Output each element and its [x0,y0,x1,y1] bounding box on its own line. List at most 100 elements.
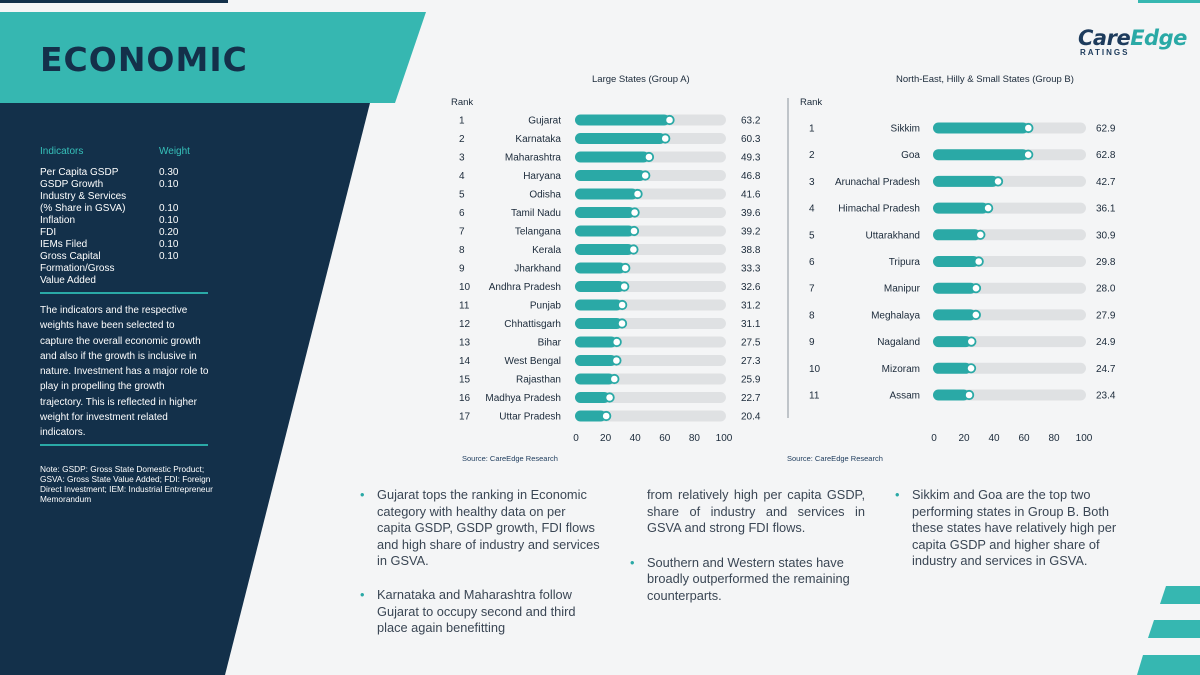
chart-a-rank-label: 10 [459,282,471,293]
chart-a-category-label: Madhya Pradesh [485,393,561,404]
chart-b-rank-label: 1 [809,124,815,135]
chart-a-value-label: 25.9 [741,375,761,386]
chart-a-bar-marker [629,207,640,218]
indicator-weight: 0.10 [159,251,179,262]
chart-a-tick-label: 20 [600,433,612,444]
chart-a-bar [575,114,670,126]
chart-b-category-label: Mizoram [882,364,920,375]
chart-b-bar-marker [966,336,977,347]
chart-b-bar [933,336,972,348]
chart-b-rank-label: 9 [809,337,815,348]
bullet-text: Gujarat tops the ranking in Economic cat… [377,487,600,569]
chart-b-rank-label: 11 [809,391,820,402]
indicator-row: Formation/Gross [40,263,210,275]
chart-b-category-label: Meghalaya [871,310,920,321]
chart-b-bar-marker [983,203,994,214]
indicator-weight: 0.10 [159,179,179,190]
chart-b-category-label: Manipur [884,284,921,295]
careedge-logo: CareEdge RATINGS [1078,26,1188,57]
indicator-name: IEMs Filed [40,239,88,250]
chart-a-tick-label: 60 [659,433,671,444]
indicators-table: Indicators Weight Per Capita GSDP 0.30 GS… [40,146,210,287]
chart-b-category-label: Uttarakhand [866,230,920,241]
chart-b-bar [933,149,1029,161]
chart-b-rank-label: 4 [809,204,815,215]
indicator-weight: 0.30 [159,167,179,178]
divider [40,444,208,446]
chart-b-category-label: Sikkim [891,124,920,135]
indicators-header-weight: Weight [159,146,190,157]
chart-a-rank-label: 1 [459,116,465,127]
chart-a-value-label: 39.2 [741,227,761,238]
chart-b-category-label: Nagaland [877,337,920,348]
chart-b-bar [933,389,970,401]
chart-b-tick-label: 60 [1018,433,1030,444]
chart-a-bar [575,244,634,255]
chart-a-category-label: Haryana [523,171,561,182]
indicator-name: Gross Capital [40,251,101,262]
chart-b-bar [933,175,999,187]
chart-a-bar [575,207,635,218]
chart-a-value-label: 32.6 [741,282,761,293]
chart-a-bar-marker [611,355,622,366]
indicator-name: GSDP Growth [40,179,104,190]
chart-a-bar-marker [660,133,671,144]
chart-b-value-label: 24.9 [1096,337,1116,348]
chart-b-bar [933,202,989,214]
chart-a-bar [575,262,626,274]
indicator-weight: 0.10 [159,215,179,226]
indicator-row: (% Share in GSVA) 0.10 [40,203,210,215]
chart-a-rank-label: 3 [459,153,465,164]
indicator-row: GSDP Growth 0.10 [40,179,210,191]
chart-a-value-label: 27.3 [741,356,761,367]
bullet-text: Karnataka and Maharashtra follow Gujarat… [377,586,576,636]
chart-b-value-label: 28.0 [1096,284,1116,295]
chart-b-category-label: Tripura [889,257,921,268]
indicator-weight: 0.10 [159,203,179,214]
chart-b-bar [933,256,979,267]
chart-b-bar [933,122,1029,134]
chart-b-bar [933,362,972,374]
chart-a-value-label: 20.4 [741,412,761,423]
divider [40,292,208,294]
chart-a-rank-label: 12 [459,319,471,330]
chart-a-bar-marker [601,410,612,422]
logo-text-care: Care [1078,26,1131,50]
chart-a-rank-label: 8 [459,245,465,256]
chart-a-tick-label: 80 [689,433,701,444]
bullet-dot-icon: • [360,487,365,502]
chart-a-rank-label: 9 [459,264,465,275]
chart-a-bar-marker [664,114,675,126]
chart-b-tick-label: 40 [988,433,1000,444]
chart-a-source: Source: CareEdge Research [462,454,558,463]
chart-b-bar-marker [975,229,986,240]
chart-a-bar-marker [609,373,620,385]
chart-b-bar [933,309,976,321]
chart-a-category-label: Bihar [538,338,562,349]
chart-b-bar-marker [992,176,1004,187]
logo-text-edge: Edge [1130,26,1187,50]
chart-b-value-label: 29.8 [1096,257,1116,268]
chart-b-bar-marker [970,283,982,294]
bullet-item: • Southern and Western states have broadl… [630,555,865,605]
chart-a-value-label: 39.6 [741,208,761,219]
bullet-column-3: • Sikkim and Goa are the top two performi… [895,487,1130,570]
chart-a-value-label: 41.6 [741,190,761,201]
chart-a-bar [575,188,638,200]
chart-b-bar-marker [1023,122,1034,134]
chart-a-bar [575,410,607,422]
chart-a-value-label: 31.1 [741,319,761,330]
chart-a-bar-marker [620,262,631,274]
chart-a-bar-marker [632,188,643,200]
chart-a-bar [575,355,617,366]
chart-a-rank-label: 11 [459,301,470,312]
chart-b-value-label: 24.7 [1096,364,1116,375]
chart-a-tick-label: 40 [630,433,642,444]
chart-a-category-label: Tamil Nadu [511,208,561,219]
indicators-header-name: Indicators [40,146,84,157]
chart-b-value-label: 27.9 [1096,310,1116,321]
chart-b-bar-marker [1023,149,1034,160]
chart-a-bar-marker [616,318,628,329]
